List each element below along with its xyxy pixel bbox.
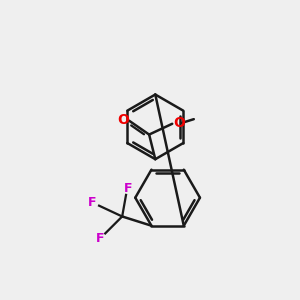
Text: O: O (117, 113, 129, 127)
Text: F: F (88, 196, 96, 209)
Text: F: F (124, 182, 133, 195)
Text: O: O (173, 116, 185, 130)
Text: F: F (96, 232, 104, 245)
